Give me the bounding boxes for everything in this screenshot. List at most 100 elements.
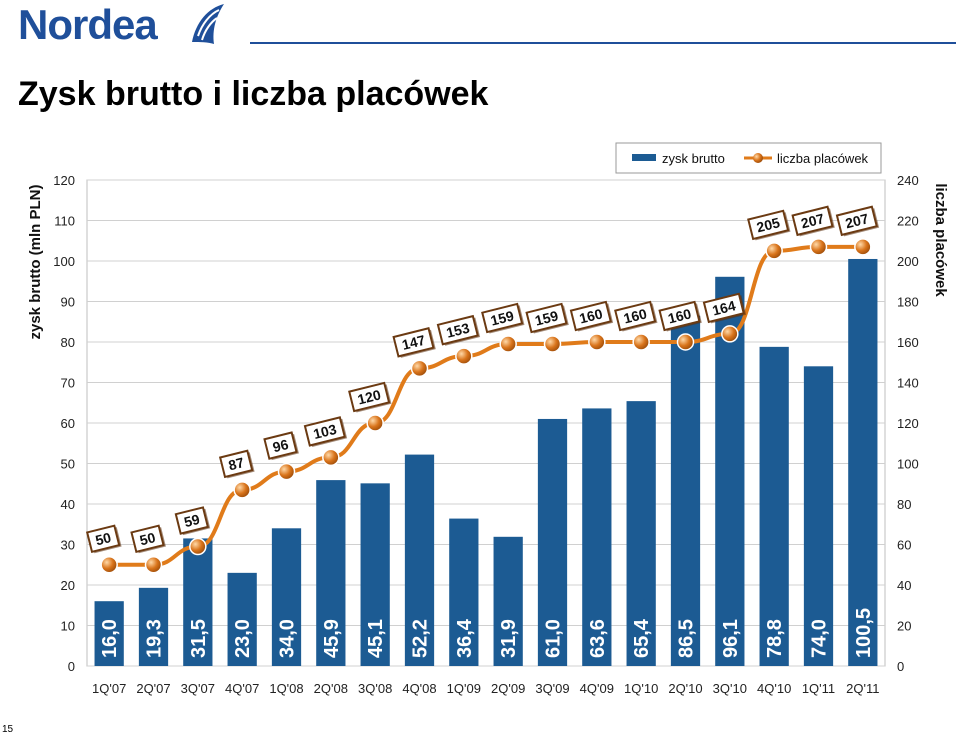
x-tick-label: 2Q'08: [314, 681, 348, 696]
line-data-label-box: 50: [85, 524, 122, 554]
y-tick-label: 20: [61, 578, 75, 593]
x-tick-label: 4Q'10: [757, 681, 791, 696]
line-data-label-box: 59: [174, 506, 211, 536]
x-tick-label: 2Q'10: [668, 681, 702, 696]
line-marker: [100, 556, 118, 574]
line-data-label-box: 160: [569, 300, 614, 332]
bar-data-label: 19,3: [144, 619, 166, 658]
page-number: 15: [2, 724, 14, 735]
line-data-label: 160: [622, 305, 649, 326]
line-data-label: 205: [755, 214, 782, 235]
line-data-label: 120: [356, 386, 383, 407]
bar: [271, 528, 302, 666]
line-marker: [854, 238, 872, 256]
label-frame: [303, 416, 346, 447]
bar: [848, 258, 878, 666]
x-tick-label: 3Q'10: [713, 681, 747, 696]
y2-tick-label: 240: [897, 173, 919, 188]
label-frame: [747, 209, 790, 241]
y2-tick-label: 180: [897, 295, 919, 310]
line-marker: [189, 537, 207, 556]
y2-tick-label: 60: [897, 538, 911, 553]
y2-tick-label: 100: [897, 457, 919, 472]
line-data-label: 87: [227, 454, 246, 473]
y-tick-label: 30: [61, 538, 75, 553]
line-data-label-box: 103: [303, 416, 348, 447]
y-tick-label: 10: [61, 619, 75, 634]
line-marker: [277, 462, 296, 481]
x-tick-label: 4Q'07: [225, 681, 259, 696]
bar-data-label: 45,1: [365, 619, 387, 658]
bar: [183, 538, 213, 666]
line-data-label: 207: [799, 210, 826, 231]
line-data-label: 159: [533, 307, 560, 328]
y-tick-label: 90: [61, 295, 75, 310]
label-frame: [658, 300, 701, 332]
line-data-label-box: 205: [747, 209, 791, 241]
legend-label-line: liczba placówek: [777, 151, 869, 166]
line-marker: [366, 414, 384, 432]
line-data-label-box: 164: [702, 292, 747, 324]
line-marker: [499, 335, 517, 353]
bar: [670, 315, 701, 666]
line-data-label: 96: [271, 436, 290, 455]
sail-icon: [192, 4, 224, 44]
y2-tick-label: 140: [897, 376, 919, 391]
x-tick-label: 2Q'11: [846, 681, 879, 696]
line-data-label: 147: [400, 332, 427, 353]
label-frame: [835, 205, 878, 237]
line-data-label-box: 96: [263, 431, 299, 461]
line-data-label: 50: [94, 529, 113, 548]
x-tick-label: 1Q'11: [802, 681, 835, 696]
line-data-label-box: 50: [130, 524, 166, 554]
label-frame: [263, 431, 298, 460]
label-frame: [525, 302, 568, 334]
y-tick-label: 80: [61, 335, 75, 350]
line-marker: [809, 238, 828, 256]
y2-tick-label: 220: [897, 214, 919, 229]
bar: [138, 587, 169, 666]
line-data-label-box: 160: [614, 300, 658, 332]
y-tick-label: 120: [53, 173, 75, 188]
line-data-label: 164: [711, 297, 738, 318]
x-tick-label: 2Q'07: [136, 681, 170, 696]
line-data-label-box: 160: [658, 300, 702, 332]
line-data-label: 159: [489, 307, 516, 328]
bar: [537, 418, 568, 666]
bar: [626, 401, 656, 666]
label-frame: [614, 300, 657, 332]
x-tick-label: 3Q'07: [181, 681, 215, 696]
bar: [582, 408, 612, 666]
y-tick-label: 70: [61, 376, 75, 391]
nordea-logo: Nordea: [18, 2, 228, 48]
label-frame: [174, 506, 210, 535]
legend-swatch-marker: [753, 153, 763, 163]
x-tick-label: 3Q'09: [535, 681, 569, 696]
line-marker: [144, 556, 163, 574]
bar: [94, 601, 124, 666]
line-data-label-box: 87: [218, 449, 255, 479]
bar-data-label: 63,6: [587, 619, 609, 658]
line-data-label-box: 120: [348, 381, 392, 413]
x-tick-label: 1Q'07: [92, 681, 126, 696]
bar-data-label: 74,0: [809, 619, 831, 658]
bar-data-label: 86,5: [676, 619, 698, 658]
line-marker: [322, 448, 340, 467]
label-frame: [392, 327, 435, 358]
label-frame: [791, 205, 834, 237]
x-tick-label: 2Q'09: [491, 681, 525, 696]
y-tick-label: 0: [68, 659, 75, 674]
line-marker: [632, 333, 650, 351]
line-marker: [676, 333, 695, 351]
line-marker: [455, 347, 473, 365]
line-data-label-box: 159: [525, 302, 569, 334]
bar: [227, 572, 257, 666]
bar: [360, 483, 390, 666]
page-title: Zysk brutto i liczba placówek: [18, 75, 489, 113]
y-tick-label: 50: [61, 457, 75, 472]
bar-data-label: 61,0: [543, 619, 565, 658]
line-marker: [588, 333, 606, 351]
label-frame: [218, 449, 254, 479]
bar-data-label: 34,0: [277, 619, 299, 658]
